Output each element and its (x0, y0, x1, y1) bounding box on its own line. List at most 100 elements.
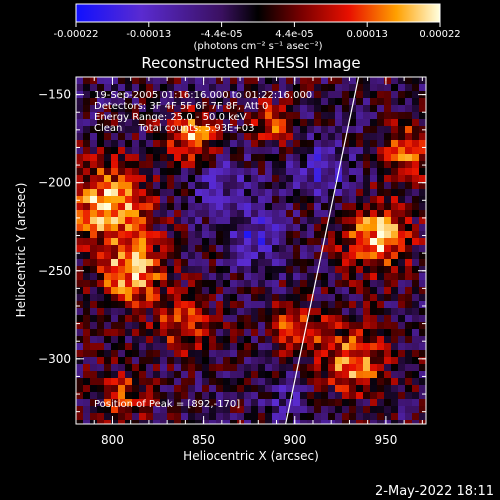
heatmap-cell (314, 357, 322, 365)
heatmap-cell (328, 161, 336, 169)
heatmap-cell (160, 392, 168, 400)
heatmap-cell (300, 378, 308, 386)
heatmap-cell (160, 147, 168, 155)
heatmap-cell (160, 350, 168, 358)
heatmap-cell (321, 154, 329, 162)
heatmap-cell (202, 378, 210, 386)
heatmap-cell (398, 378, 406, 386)
heatmap-cell (244, 168, 252, 176)
heatmap-cell (272, 357, 280, 365)
heatmap-cell (76, 238, 84, 246)
heatmap-cell (139, 315, 147, 323)
heatmap-cell (328, 420, 336, 424)
colorbar-tick-label: -0.00022 (54, 29, 99, 40)
heatmap-cell (181, 168, 189, 176)
heatmap-cell (363, 308, 371, 316)
heatmap-cell (216, 112, 224, 120)
heatmap-cell (328, 154, 336, 162)
heatmap-cell (181, 182, 189, 190)
heatmap-cell (146, 196, 154, 204)
heatmap-cell (132, 273, 140, 281)
heatmap-cell (181, 385, 189, 393)
heatmap-cell (83, 210, 91, 218)
heatmap-cell (363, 329, 371, 337)
heatmap-cell (398, 336, 406, 344)
heatmap-cell (125, 126, 133, 134)
heatmap-cell (272, 147, 280, 155)
heatmap-cell (377, 140, 385, 148)
heatmap-cell (174, 399, 182, 407)
heatmap-cell (195, 273, 203, 281)
heatmap-cell (258, 420, 266, 424)
heatmap-cell (349, 329, 357, 337)
heatmap-cell (342, 119, 350, 127)
heatmap-cell (300, 126, 308, 134)
heatmap-cell (405, 224, 413, 232)
heatmap-cell (209, 203, 217, 211)
heatmap-cell (111, 154, 119, 162)
heatmap-cell (405, 280, 413, 288)
heatmap-cell (111, 140, 119, 148)
heatmap-cell (321, 168, 329, 176)
heatmap-cell (314, 182, 322, 190)
heatmap-cell (174, 343, 182, 351)
heatmap-cell (419, 392, 426, 400)
heatmap-cell (300, 259, 308, 267)
heatmap-cell (139, 399, 147, 407)
heatmap-cell (118, 77, 126, 85)
heatmap-cell (104, 182, 112, 190)
heatmap-cell (377, 350, 385, 358)
heatmap-cell (230, 105, 238, 113)
heatmap-cell (216, 336, 224, 344)
heatmap-cell (384, 343, 392, 351)
heatmap-cell (405, 217, 413, 225)
heatmap-cell (125, 343, 133, 351)
heatmap-cell (398, 301, 406, 309)
heatmap-cell (216, 189, 224, 197)
heatmap-cell (146, 329, 154, 337)
heatmap-cell (300, 203, 308, 211)
heatmap-cell (90, 84, 98, 92)
heatmap-cell (279, 203, 287, 211)
heatmap-cell (153, 224, 161, 232)
heatmap-cell (398, 385, 406, 393)
heatmap-cell (139, 294, 147, 302)
heatmap-cell (90, 182, 98, 190)
heatmap-cell (111, 98, 119, 106)
heatmap-cell (195, 280, 203, 288)
heatmap-cell (139, 119, 147, 127)
heatmap-cell (90, 336, 98, 344)
heatmap-cell (251, 245, 259, 253)
heatmap-cell (83, 273, 91, 281)
heatmap-cell (335, 238, 343, 246)
heatmap-cell (391, 350, 399, 358)
heatmap-cell (314, 231, 322, 239)
heatmap-cell (111, 378, 119, 386)
heatmap-cell (335, 112, 343, 120)
heatmap-cell (223, 301, 231, 309)
heatmap-cell (188, 322, 196, 330)
heatmap-cell (181, 238, 189, 246)
heatmap-cell (139, 273, 147, 281)
heatmap-cell (167, 182, 175, 190)
heatmap-cell (335, 336, 343, 344)
heatmap-cell (328, 280, 336, 288)
heatmap-cell (307, 238, 315, 246)
heatmap-cell (202, 336, 210, 344)
heatmap-cell (174, 112, 182, 120)
heatmap-cell (188, 343, 196, 351)
heatmap-cell (160, 329, 168, 337)
heatmap-cell (209, 343, 217, 351)
heatmap-cell (244, 77, 252, 85)
heatmap-cell (398, 231, 406, 239)
heatmap-cell (83, 182, 91, 190)
heatmap-cell (279, 189, 287, 197)
heatmap-cell (160, 322, 168, 330)
heatmap-cell (118, 203, 126, 211)
heatmap-cell (412, 329, 420, 337)
heatmap-cell (125, 105, 133, 113)
heatmap-cell (237, 315, 245, 323)
heatmap-cell (76, 217, 84, 225)
heatmap-cell (146, 406, 154, 414)
heatmap-cell (314, 84, 322, 92)
